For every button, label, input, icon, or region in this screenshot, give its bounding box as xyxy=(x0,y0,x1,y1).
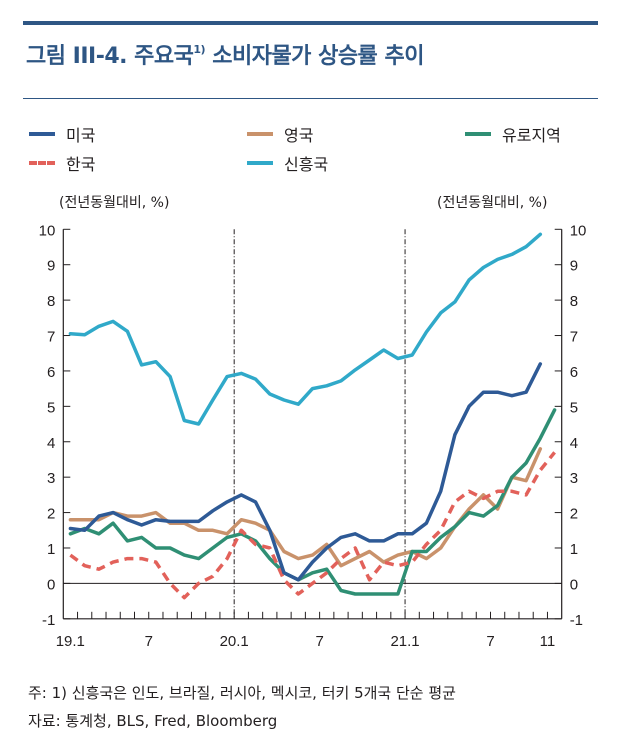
y-tick-label-left: -1 xyxy=(42,612,55,629)
right-axis-unit: (전년동월대비, %) xyxy=(437,195,548,211)
legend-item-us: 미국 xyxy=(29,123,95,145)
top-rule xyxy=(23,21,598,25)
y-tick-label-right: 2 xyxy=(570,506,578,523)
legend-swatch-us xyxy=(29,132,55,136)
y-tick-label-right: 3 xyxy=(570,470,578,487)
y-tick-label-right: 1 xyxy=(570,541,578,558)
title-footnote-mark: 1) xyxy=(193,43,206,56)
x-tick-label: 7 xyxy=(315,633,323,650)
legend-label: 영국 xyxy=(284,126,314,145)
y-tick-label-left: 1 xyxy=(47,541,55,558)
y-tick-label-left: 4 xyxy=(47,435,55,452)
legend-swatch-emerging xyxy=(247,161,273,165)
legend-item-euro: 유로지역 xyxy=(465,123,561,145)
legend-swatch-korea xyxy=(29,161,55,165)
legend-label: 미국 xyxy=(66,126,96,145)
y-tick-label-left: 8 xyxy=(47,293,55,310)
legend-item-korea: 한국 xyxy=(29,152,95,174)
x-tick-label: 21.1 xyxy=(390,633,419,650)
y-tick-label-left: 9 xyxy=(47,258,55,275)
series-line-유로지역 xyxy=(68,408,557,596)
legend-item-uk: 영국 xyxy=(247,123,313,145)
legend-label: 신흥국 xyxy=(284,155,329,174)
series-line-영국 xyxy=(68,447,543,568)
y-tick-label-left: 2 xyxy=(47,506,55,523)
source-note: 자료: 통계청, BLS, Fred, Bloomberg xyxy=(28,712,278,730)
x-tick-label: 20.1 xyxy=(220,633,249,650)
y-tick-label-right: 4 xyxy=(570,435,578,452)
title-text-suffix: 소비자물가 상승률 추이 xyxy=(205,44,424,69)
y-tick-label-left: 7 xyxy=(47,329,55,346)
y-tick-label-right: -1 xyxy=(570,612,583,629)
title-text: 그림 III-4. 주요국 xyxy=(26,44,194,69)
y-tick-label-right: 7 xyxy=(570,329,578,346)
y-tick-label-right: 0 xyxy=(570,576,578,593)
y-tick-label-left: 5 xyxy=(47,399,55,416)
y-tick-label-left: 0 xyxy=(47,576,55,593)
y-tick-label-right: 5 xyxy=(570,399,578,416)
series-line-미국 xyxy=(68,362,543,582)
x-tick-label: 7 xyxy=(145,633,153,650)
legend-swatch-uk xyxy=(247,132,273,136)
title-divider xyxy=(23,98,598,99)
x-tick-label: 19.1 xyxy=(56,633,85,650)
y-tick-label-left: 6 xyxy=(47,364,55,381)
x-tick-label: 7 xyxy=(486,633,494,650)
x-tick-label: 11 xyxy=(540,633,556,650)
figure-title: 그림 III-4. 주요국1) 소비자물가 상승률 추이 xyxy=(26,38,424,70)
y-tick-label-right: 9 xyxy=(570,258,578,275)
legend-item-emerging: 신흥국 xyxy=(247,152,328,174)
left-axis-unit: (전년동월대비, %) xyxy=(59,195,170,211)
y-tick-label-right: 10 xyxy=(570,222,587,239)
footnote: 주: 1) 신흥국은 인도, 브라질, 러시아, 멕시코, 터키 5개국 단순 … xyxy=(28,684,456,702)
y-tick-label-right: 8 xyxy=(570,293,578,310)
series-line-한국 xyxy=(69,451,556,600)
y-tick-label-right: 6 xyxy=(570,364,578,381)
series-line-신흥국 xyxy=(68,232,543,426)
legend-label: 유로지역 xyxy=(502,126,561,145)
legend-label: 한국 xyxy=(66,155,96,174)
y-tick-label-left: 10 xyxy=(39,222,56,239)
legend-swatch-euro xyxy=(465,132,491,136)
y-tick-label-left: 3 xyxy=(47,470,55,487)
